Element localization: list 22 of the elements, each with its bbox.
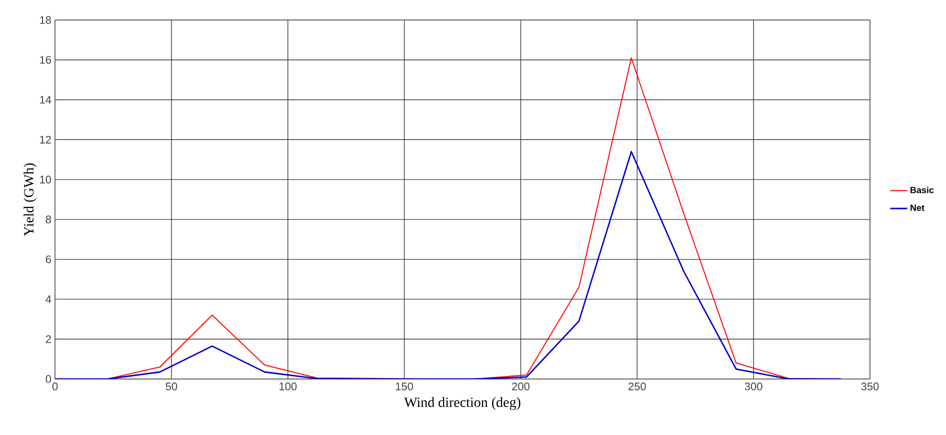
y-tick-label: 16 [40,56,51,64]
y-tick-label: 6 [46,255,51,264]
y-tick-label: 4 [46,295,52,303]
x-tick-label: 300 [744,382,762,390]
y-tick-label: 14 [40,96,52,104]
x-tick-label: 200 [512,382,530,390]
x-tick-label: 250 [628,382,646,390]
y-tick-label: 10 [40,176,52,184]
legend-label: Net [910,204,924,211]
y-tick-label: 18 [40,16,51,24]
x-tick-label: 50 [166,382,178,390]
x-axis-title: Wind direction (deg) [404,397,520,410]
y-tick-label: 8 [46,216,51,224]
y-tick-label: 0 [46,375,52,383]
y-tick-label: 12 [40,136,51,144]
x-tick-label: 350 [861,382,879,390]
x-tick-label: 100 [280,382,297,390]
y-axis-title: Yield (GWh) [24,163,36,236]
x-tick-label: 0 [52,382,58,390]
legend-label: Basic [910,186,934,194]
y-tick-label: 2 [46,335,51,343]
x-tick-label: 150 [396,382,414,390]
